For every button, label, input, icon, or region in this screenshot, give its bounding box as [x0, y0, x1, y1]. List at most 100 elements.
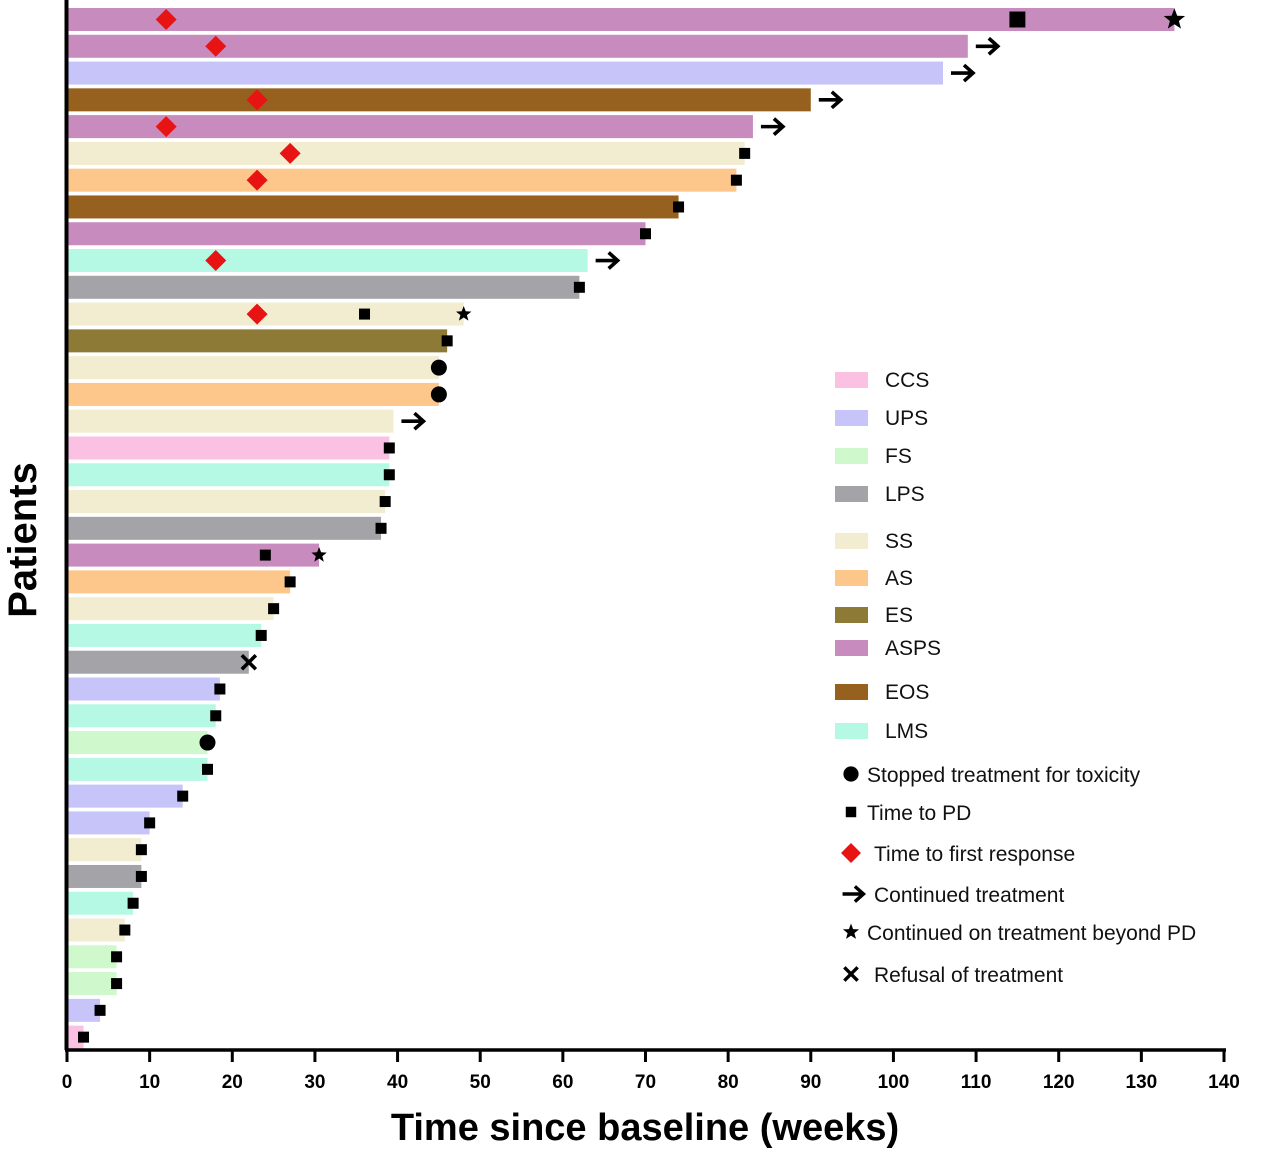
legend-swatch: [835, 372, 868, 388]
refusal-marker: [240, 653, 258, 671]
pd-marker: [259, 549, 271, 561]
beyond-pd-marker: [311, 547, 327, 562]
x-tick-label: 100: [878, 1072, 910, 1093]
legend-marker-symbol: [843, 966, 859, 982]
legend-label: SS: [885, 530, 913, 553]
legend-swatch: [835, 486, 868, 502]
x-tick-label: 90: [800, 1072, 821, 1093]
legend-marker-symbol: [842, 923, 860, 939]
pd-marker: [379, 496, 391, 508]
legend-swatch: [835, 607, 868, 623]
toxicity-marker: [430, 386, 447, 403]
pd-marker: [441, 335, 453, 347]
legend-marker-label: Time to first response: [874, 843, 1075, 866]
y-axis-title: Patients: [1, 462, 45, 618]
legend-marker-label: Stopped treatment for toxicity: [867, 764, 1141, 787]
patient-bar: [67, 356, 439, 380]
pd-marker: [573, 281, 585, 293]
patient-bar: [67, 838, 142, 862]
patient-bar: [67, 168, 737, 192]
legend-label: AS: [885, 567, 913, 590]
response-marker: [246, 169, 268, 191]
beyond-pd-marker: [456, 306, 472, 321]
pd-marker: [640, 228, 651, 240]
continued-marker: [595, 251, 621, 270]
x-tick-label: 80: [718, 1072, 739, 1093]
patient-bar: [67, 329, 448, 353]
continued-marker: [975, 36, 1001, 56]
response-marker: [246, 89, 268, 111]
pd-marker: [201, 763, 213, 775]
x-tick-label: 10: [139, 1072, 160, 1093]
patient-bar: [67, 623, 262, 647]
patient-bar: [67, 195, 679, 219]
legend-marker-symbol: [841, 843, 861, 863]
x-tick-label: 120: [1043, 1072, 1075, 1093]
legend-swatch: [835, 533, 868, 549]
toxicity-marker: [430, 359, 447, 376]
pd-marker: [739, 147, 751, 159]
legend-label: ES: [885, 604, 913, 627]
patient-bar: [67, 998, 101, 1022]
legend-marker-label: Time to PD: [867, 802, 971, 825]
pd-marker: [255, 629, 267, 641]
patient-bar: [67, 382, 439, 406]
x-tick-label: 20: [222, 1072, 243, 1093]
pd-marker: [284, 576, 296, 588]
continued-marker: [401, 411, 427, 431]
patient-bar: [67, 918, 125, 942]
patient-bar: [67, 543, 320, 567]
patient-bar: [67, 61, 944, 85]
x-tick-label: 60: [552, 1072, 573, 1093]
patient-bar: [67, 222, 646, 246]
response-marker: [279, 142, 301, 164]
x-tick-label: 30: [304, 1072, 325, 1093]
x-tick-label: 40: [387, 1072, 408, 1093]
legend-label: CCS: [885, 369, 929, 392]
pd-marker: [383, 442, 395, 454]
legend-swatch: [835, 640, 868, 656]
pd-marker: [135, 844, 147, 856]
pd-marker: [375, 522, 387, 534]
response-marker: [246, 303, 268, 325]
patient-bar: [67, 757, 208, 781]
legend-label: ASPS: [885, 637, 941, 660]
legend-label: FS: [885, 445, 912, 468]
markers-layer: [78, 8, 1186, 1043]
continued-marker: [818, 90, 844, 110]
patient-bar: [67, 249, 588, 273]
pd-marker: [94, 1004, 106, 1016]
toxicity-marker: [199, 734, 216, 751]
legend-label: EOS: [885, 681, 929, 704]
legend-marker-label: Refusal of treatment: [874, 964, 1063, 987]
beyond-pd-marker: [1163, 8, 1186, 29]
patient-bar: [67, 677, 220, 701]
x-axis-ticks: 0 10 20 30 40 50 60 70 80 90 100 110 120 130 140: [62, 1050, 1240, 1093]
pd-marker: [111, 951, 123, 963]
patient-bar: [67, 275, 580, 299]
patient-bar: [67, 972, 117, 996]
patient-bar: [67, 8, 1175, 31]
pd-marker: [730, 174, 742, 186]
patient-bar: [67, 731, 208, 755]
continued-marker: [760, 117, 786, 136]
x-tick-label: 50: [470, 1072, 491, 1093]
pd-marker: [1009, 11, 1026, 28]
pd-marker: [383, 469, 395, 481]
patient-bar: [67, 864, 142, 888]
legend-swatch: [835, 684, 868, 700]
pd-marker: [78, 1031, 90, 1043]
pd-marker: [127, 897, 139, 909]
patient-bar: [67, 88, 811, 112]
legend-swatch: [835, 448, 868, 464]
patient-bar: [67, 597, 274, 621]
legend-swatch: [835, 570, 868, 586]
response-marker: [205, 35, 227, 57]
patient-bar: [67, 704, 216, 728]
legend-label: LMS: [885, 720, 928, 743]
pd-marker: [210, 710, 222, 722]
bars-layer: [67, 8, 1175, 1049]
x-axis-title: Time since baseline (weeks): [391, 1107, 899, 1149]
pd-marker: [268, 603, 280, 615]
